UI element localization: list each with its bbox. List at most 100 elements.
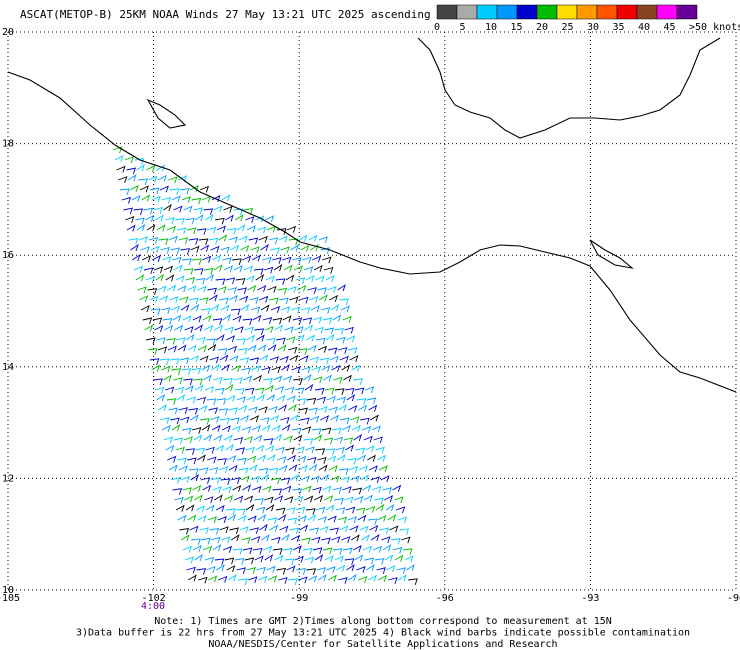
- wind-barb: [302, 256, 312, 264]
- wind-barb: [332, 548, 343, 555]
- wind-barb: [300, 244, 310, 252]
- wind-barb: [191, 197, 202, 205]
- wind-barb: [342, 315, 352, 323]
- wind-barb: [163, 374, 172, 382]
- wind-barb: [243, 207, 254, 215]
- wind-barb: [239, 295, 249, 303]
- wind-barb: [284, 326, 294, 334]
- wind-barb: [202, 314, 212, 323]
- wind-barb: [187, 457, 197, 465]
- wind-barb: [368, 465, 378, 473]
- colorbar-swatch: [516, 4, 538, 20]
- wind-barb: [391, 537, 401, 545]
- wind-barb: [254, 555, 264, 563]
- wind-barb: [199, 527, 209, 535]
- wind-barb: [258, 406, 268, 414]
- wind-barb: [292, 545, 302, 553]
- wind-barb: [272, 317, 283, 325]
- wind-barb: [339, 525, 349, 533]
- wind-barb: [153, 266, 164, 274]
- wind-barb: [204, 556, 215, 564]
- wind-barb: [247, 515, 257, 523]
- wind-barb: [139, 295, 149, 303]
- wind-barb: [199, 185, 210, 193]
- wind-barb: [208, 237, 219, 245]
- wind-barb: [288, 464, 298, 472]
- note-line: Note: 1) Times are GMT 2)Times along bot…: [154, 616, 612, 627]
- wind-barb: [205, 273, 215, 282]
- wind-barb: [167, 455, 177, 463]
- wind-barb: [254, 498, 264, 505]
- wind-barb: [325, 333, 335, 342]
- wind-barb: [170, 417, 180, 425]
- wind-barb: [280, 477, 291, 485]
- wind-barb: [235, 214, 244, 222]
- wind-barb: [352, 487, 362, 495]
- lon-tick-label: -99: [290, 593, 308, 604]
- wind-barb: [316, 337, 326, 345]
- colorbar-label: 25: [562, 22, 574, 33]
- lat-tick-label: 16: [2, 250, 14, 261]
- wind-barb: [165, 217, 175, 224]
- wind-barb: [278, 577, 288, 584]
- wind-barb: [319, 357, 330, 365]
- wind-barb: [246, 225, 256, 233]
- colorbar-swatch: [676, 4, 698, 20]
- wind-barb: [219, 354, 229, 362]
- wind-barb: [178, 237, 189, 244]
- wind-barb: [294, 326, 304, 333]
- wind-barb: [242, 318, 253, 326]
- wind-barb: [225, 508, 236, 515]
- wind-barb: [295, 506, 306, 514]
- wind-barb: [380, 475, 390, 483]
- wind-barb: [251, 535, 261, 543]
- wind-barb: [292, 488, 303, 496]
- wind-barb: [176, 337, 186, 344]
- wind-barb: [173, 377, 183, 385]
- wind-barb: [311, 428, 322, 435]
- wind-barb: [233, 208, 244, 216]
- wind-barb: [334, 497, 344, 505]
- wind-barb: [292, 317, 303, 325]
- lat-tick-label: 18: [2, 139, 14, 150]
- wind-barb: [268, 575, 278, 583]
- wind-barb: [223, 205, 233, 213]
- wind-barb: [148, 237, 159, 244]
- wind-barb: [272, 548, 283, 555]
- wind-barb: [300, 475, 310, 483]
- wind-barb: [181, 196, 191, 204]
- wind-barb: [139, 185, 149, 193]
- wind-barb: [201, 364, 211, 372]
- wind-barb: [209, 294, 218, 302]
- wind-barb: [359, 525, 369, 533]
- wind-barb: [317, 516, 327, 523]
- wind-barb: [381, 536, 391, 544]
- wind-barb: [119, 188, 130, 196]
- wind-barb: [166, 225, 177, 233]
- wind-barb: [395, 506, 406, 514]
- wind-barb: [312, 316, 323, 324]
- wind-barb: [250, 415, 260, 423]
- wind-barb: [158, 403, 167, 412]
- wind-barb: [335, 446, 345, 454]
- wind-barb: [191, 367, 202, 375]
- wind-barb: [313, 264, 323, 272]
- wind-barb: [229, 294, 238, 302]
- wind-barb: [169, 188, 180, 195]
- wind-barb: [157, 346, 168, 354]
- wind-barb: [295, 446, 305, 454]
- wind-barb: [230, 308, 241, 316]
- wind-barb: [370, 414, 379, 422]
- wind-barb: [364, 494, 373, 502]
- note-line: NOAA/NESDIS/Center for Satellite Applica…: [208, 639, 557, 650]
- wind-barb: [389, 525, 399, 533]
- wind-barb: [244, 557, 255, 565]
- wind-barb: [224, 384, 234, 392]
- wind-barb: [296, 568, 307, 575]
- wind-barb: [233, 377, 243, 385]
- wind-barb: [245, 216, 255, 224]
- lon-tick-label: -90: [727, 593, 740, 604]
- wind-barb: [266, 565, 276, 573]
- wind-barb: [278, 235, 288, 243]
- wind-barb: [191, 427, 202, 434]
